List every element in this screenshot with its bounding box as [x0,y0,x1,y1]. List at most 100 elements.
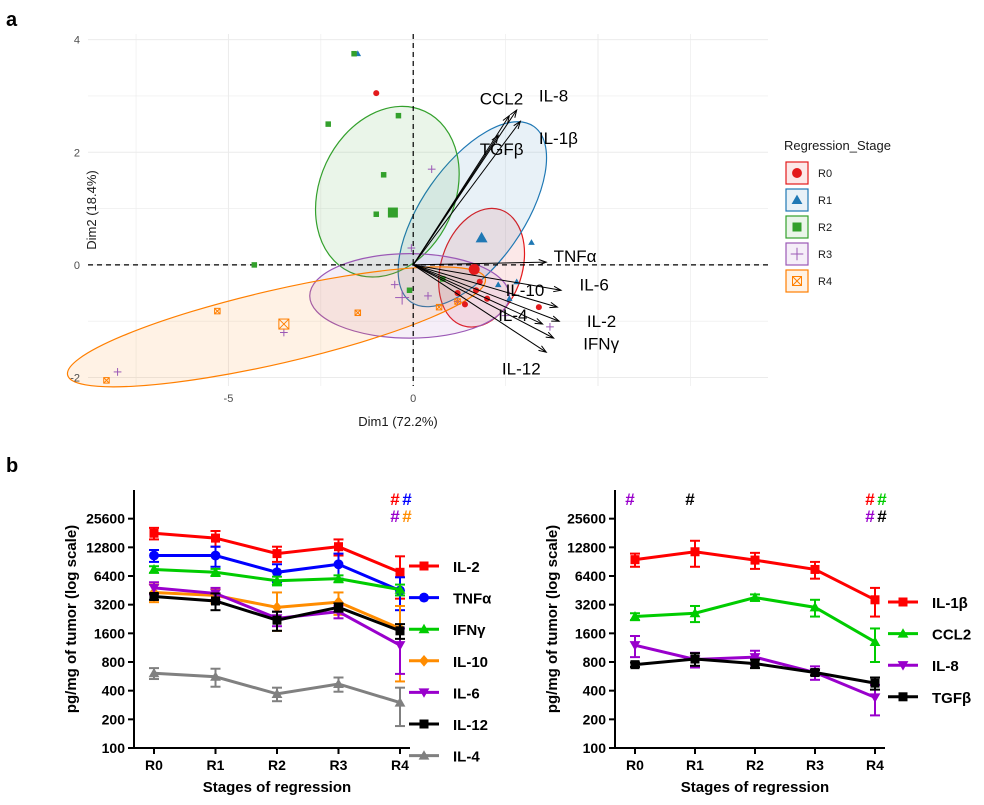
plot-background [88,34,768,386]
point-r1 [528,239,535,245]
legend-label-ccl2: CCL2 [932,627,971,644]
centroid-r0 [468,263,480,275]
series-line-ccl2 [634,596,876,644]
legend-marker-r0 [792,168,802,178]
arrowhead-il-2 [551,315,561,322]
x-tick-label: R4 [866,757,884,773]
marker-tgf [810,668,820,678]
y-tick-label: 1600 [575,625,606,641]
y-tick-label: 25600 [567,511,606,527]
loading-label-il-8: IL-8 [539,87,568,106]
legend-marker-ifn [418,623,430,634]
marker-tgf [630,660,640,670]
marker-il-2 [334,542,343,552]
marker-il-1 [750,555,760,565]
box [103,377,110,384]
y-tick-label: 3200 [94,597,125,613]
point-r3 [424,292,432,300]
x-tick-label: R2 [268,757,286,773]
legend-label-il-10: IL-10 [453,654,488,671]
marker-il-12 [395,626,405,636]
point-r2 [251,262,258,268]
x-tick-label: 0 [410,393,416,405]
point-r2 [380,172,387,178]
marker-ccl2 [629,611,641,621]
centroid-r2 [387,207,398,218]
legend-label-il-4: IL-4 [453,749,480,766]
legend-marker-tgf [898,692,908,702]
loading-label-ccl2: CCL2 [480,89,523,108]
cross-b [354,309,361,316]
x-tick-label: R3 [330,757,348,773]
point-r3 [407,244,416,252]
marker-il-1 [630,555,640,565]
marker-tgf [870,678,880,688]
y-tick-label: 12800 [567,539,606,555]
point-r0 [461,301,468,308]
x-tick-label: R2 [746,757,764,773]
y-tick-label: 100 [583,740,607,756]
y-tick-label: 1600 [94,625,125,641]
significance-mark: # [877,490,887,509]
point-r3 [546,323,554,331]
point-r4 [454,298,461,305]
significance-mark: # [625,490,635,509]
marker-il-4 [394,697,406,707]
cross-b [214,307,221,315]
marker-il-10 [272,601,282,614]
y-tick-label: 4 [74,35,80,47]
marker-il-1 [870,595,880,605]
cross-b [103,377,110,384]
y-tick-label: 6400 [575,568,606,584]
significance-mark: # [877,507,887,526]
marker-il-6 [394,641,406,651]
y-axis-title: pg/mg of tumor (log scale) [544,525,561,713]
point-r3 [427,165,436,174]
legend-title: Regression_Stage [784,138,891,153]
cross-b [792,276,802,286]
loading-label-tgf: TGFβ [480,140,524,159]
ellipse-r0 [438,207,526,328]
legend-label-tnf: TNFα [453,591,492,608]
x-tick-label: -5 [224,393,234,405]
point-r0 [373,90,380,97]
box [454,298,461,305]
legend-marker-il-8 [897,661,909,671]
arrowhead-il-6 [553,285,563,293]
cross-b [278,318,290,330]
legend-marker-r1 [791,194,803,205]
legend-marker-r2 [792,222,802,232]
significance-mark: # [402,490,412,509]
point-r1 [494,281,502,288]
x-tick-label: R1 [207,757,225,773]
marker-ifn [210,566,221,577]
arrowhead-ifn [545,331,555,339]
marker-il-8 [749,653,761,663]
point-r0 [476,278,483,285]
x-axis-title: Dim1 (72.2%) [358,414,437,429]
arrowhead-ccl2 [502,114,511,124]
point-r2 [373,211,380,217]
y-tick-label: 400 [102,683,126,699]
arrow-il-10 [413,264,558,308]
legend-label-il-6: IL-6 [453,685,480,702]
y-tick-label: 100 [102,740,126,756]
panel-label-b: b [6,455,18,477]
point-r0 [535,304,542,311]
arrow-il-12 [412,264,547,353]
legend-marker-r4 [792,276,802,286]
marker-il-4 [333,678,344,689]
legend-label-il-8: IL-8 [932,658,959,675]
arrowhead-tgf [491,134,500,144]
legend-marker-ccl2 [897,628,909,638]
legend-marker-il-2 [419,561,429,571]
x-tick-label: R3 [806,757,824,773]
point-r3 [390,280,399,289]
cytokine-line-chart-left: 100 200 400 800 1600 3200 6400 12800 25600 R0 R1 R2… [63,490,492,796]
significance-mark: # [865,507,875,526]
marker-il-2 [395,567,405,577]
x-tick-label: R1 [686,757,704,773]
marker-tnf [149,550,159,561]
significance-mark: # [390,507,400,526]
box [354,309,362,317]
